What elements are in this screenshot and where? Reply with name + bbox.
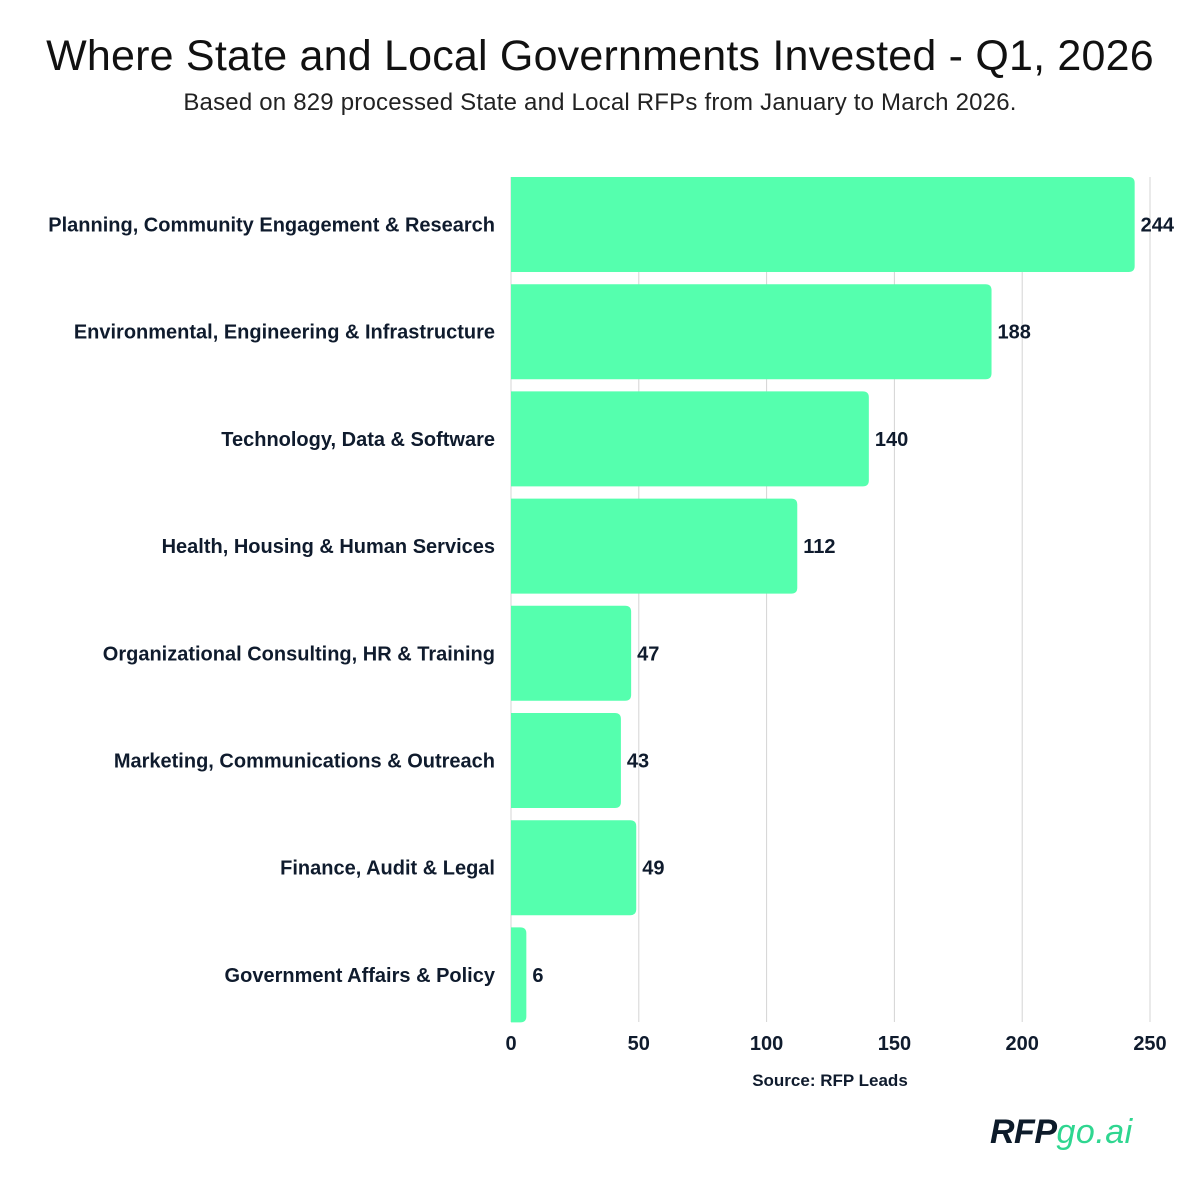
x-tick-label-0: 0 [505, 1033, 516, 1055]
logo-go-text: go.ai [1056, 1113, 1133, 1151]
chart-subtitle: Based on 829 processed State and Local R… [183, 89, 1017, 116]
bar-8 [511, 927, 527, 1023]
x-tick-label-50: 50 [628, 1033, 650, 1055]
value-label-3: 140 [875, 429, 908, 451]
bar-6 [511, 713, 621, 808]
bar-1 [511, 177, 1135, 272]
bar-2 [511, 284, 992, 380]
category-label-6: Marketing, Communications & Outreach [114, 751, 495, 773]
bar-4 [511, 498, 798, 594]
x-tick-label-100: 100 [750, 1033, 783, 1055]
labels: 0 50 100 150 200 250 Planning, Community Engag… [48, 215, 1175, 1056]
category-label-3: Technology, Data & Software [221, 429, 495, 451]
bar-5 [511, 605, 632, 701]
value-label-6: 43 [627, 751, 649, 773]
logo-rfp-text: RFP [990, 1113, 1057, 1151]
value-label-7: 49 [642, 858, 664, 880]
category-label-7: Finance, Audit & Legal [280, 858, 495, 880]
value-label-5: 47 [637, 643, 659, 665]
category-label-5: Organizational Consulting, HR & Training [103, 643, 495, 665]
bar-3 [511, 391, 869, 487]
value-label-1: 244 [1141, 215, 1175, 237]
category-label-2: Environmental, Engineering & Infrastruct… [74, 322, 495, 344]
bars [511, 177, 1135, 1023]
value-label-8: 6 [532, 965, 543, 987]
x-tick-label-150: 150 [878, 1033, 911, 1055]
bar-7 [511, 820, 637, 916]
x-tick-label-250: 250 [1133, 1033, 1166, 1055]
value-label-2: 188 [998, 322, 1031, 344]
x-tick-label-200: 200 [1006, 1033, 1039, 1055]
rfpgo-logo: RFPgo.ai [990, 1112, 1133, 1152]
value-label-4: 112 [803, 536, 835, 558]
category-label-1: Planning, Community Engagement & Researc… [48, 215, 495, 237]
chart-title: Where State and Local Governments Invest… [46, 32, 1154, 80]
category-label-4: Health, Housing & Human Services [162, 536, 495, 558]
source-note: Source: RFP Leads [752, 1071, 908, 1090]
category-label-8: Government Affairs & Policy [225, 965, 496, 987]
